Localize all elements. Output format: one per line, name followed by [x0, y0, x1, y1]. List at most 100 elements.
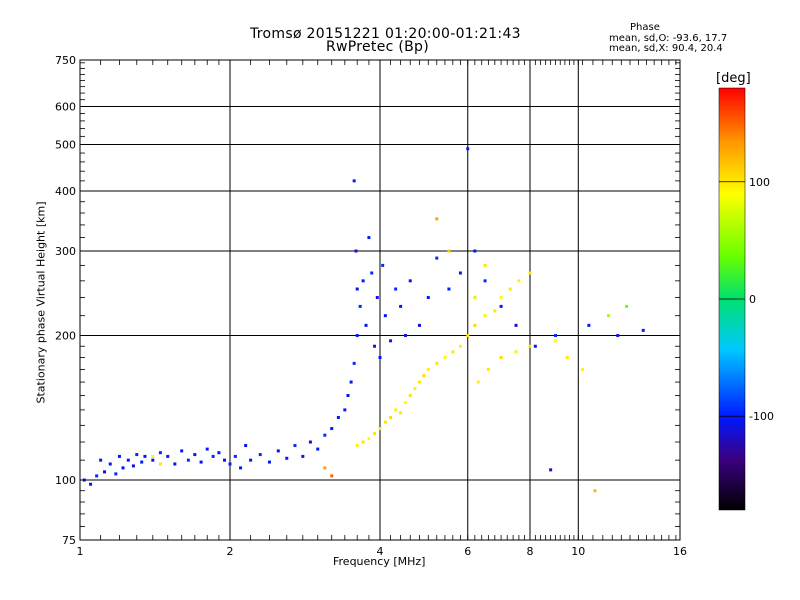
data-point — [499, 296, 503, 300]
data-point — [173, 462, 177, 466]
data-point — [483, 263, 487, 267]
data-point — [193, 453, 197, 457]
data-point — [403, 401, 407, 405]
data-point — [466, 334, 470, 338]
data-point — [493, 309, 497, 313]
data-point — [301, 454, 305, 458]
data-point — [499, 304, 503, 308]
data-point — [458, 271, 462, 275]
data-point — [426, 296, 430, 300]
data-point — [370, 271, 374, 275]
data-point — [151, 458, 155, 462]
data-point — [354, 249, 358, 253]
data-point — [399, 304, 403, 308]
data-point — [140, 460, 144, 464]
y-axis: 75 100 200 300 400 500 600 750 — [55, 54, 680, 547]
y-tick-label: 300 — [55, 245, 76, 258]
y-tick-label: 600 — [55, 101, 76, 114]
y-tick-label: 200 — [55, 330, 76, 343]
data-point — [486, 367, 490, 371]
data-point — [373, 344, 377, 348]
data-point — [158, 462, 162, 466]
data-point — [355, 287, 359, 291]
data-point — [466, 147, 470, 151]
y-axis-label: Stationary phase Virtual Height [km] — [34, 201, 48, 404]
data-point — [483, 314, 487, 318]
data-point — [244, 444, 248, 448]
data-point — [394, 408, 398, 412]
data-point — [476, 380, 480, 384]
y-tick-label: 75 — [62, 534, 76, 547]
data-point — [514, 323, 518, 327]
x-tick-label: 1 — [77, 545, 84, 558]
data-point — [378, 427, 382, 431]
colorbar-tick-label: 0 — [749, 293, 756, 306]
data-point — [408, 279, 412, 283]
data-point — [389, 339, 393, 343]
colorbar-tick-label: 100 — [749, 176, 770, 189]
data-point — [528, 271, 532, 275]
data-point — [114, 472, 118, 476]
y-tick-label: 400 — [55, 185, 76, 198]
phase-header: Phase — [630, 22, 660, 33]
data-points — [82, 147, 645, 493]
data-point — [451, 350, 455, 354]
data-point — [375, 296, 379, 300]
phase-o-stats: mean, sd,O: -93.6, 17.7 — [609, 33, 728, 44]
data-point — [447, 287, 451, 291]
data-point — [383, 314, 387, 318]
data-point — [103, 470, 107, 474]
data-point — [117, 454, 121, 458]
data-point — [158, 451, 162, 455]
data-point — [95, 474, 99, 478]
data-point — [323, 466, 327, 470]
data-point — [131, 464, 135, 468]
data-point — [267, 460, 271, 464]
x-axis: 1 2 4 6 8 10 16 — [77, 60, 687, 558]
data-point — [355, 334, 359, 338]
x-axis-label: Frequency [MHz] — [333, 555, 426, 568]
x-tick-label: 6 — [464, 545, 471, 558]
data-point — [316, 447, 320, 451]
data-point — [641, 328, 645, 332]
data-point — [508, 287, 512, 291]
data-point — [625, 304, 629, 308]
data-point — [367, 236, 371, 240]
data-point — [422, 374, 426, 378]
data-point — [143, 454, 147, 458]
y-tick-label: 500 — [55, 139, 76, 152]
data-point — [364, 323, 368, 327]
data-point — [381, 263, 385, 267]
data-point — [549, 468, 553, 472]
data-point — [367, 437, 371, 441]
phase-x-stats: mean, sd,X: 90.4, 20.4 — [609, 43, 723, 54]
data-point — [323, 433, 327, 437]
data-point — [373, 432, 377, 436]
data-point — [217, 451, 221, 455]
y-tick-label: 100 — [55, 474, 76, 487]
data-point — [361, 440, 365, 444]
data-point — [352, 179, 356, 183]
data-point — [403, 334, 407, 338]
data-point — [443, 355, 447, 359]
data-point — [223, 458, 227, 462]
data-point — [346, 394, 350, 398]
data-point — [447, 249, 451, 253]
data-point — [435, 217, 439, 221]
data-point — [435, 361, 439, 365]
data-point — [394, 287, 398, 291]
data-point — [121, 466, 125, 470]
data-point — [565, 355, 569, 359]
data-point — [308, 440, 312, 444]
data-point — [473, 249, 477, 253]
data-point — [483, 279, 487, 283]
data-point — [352, 361, 356, 365]
chart-grid — [80, 60, 680, 540]
data-point — [285, 456, 289, 460]
data-point — [239, 466, 243, 470]
data-point — [426, 367, 430, 371]
data-point — [126, 458, 130, 462]
data-point — [533, 344, 537, 348]
colorbar-label: [deg] — [716, 71, 751, 86]
